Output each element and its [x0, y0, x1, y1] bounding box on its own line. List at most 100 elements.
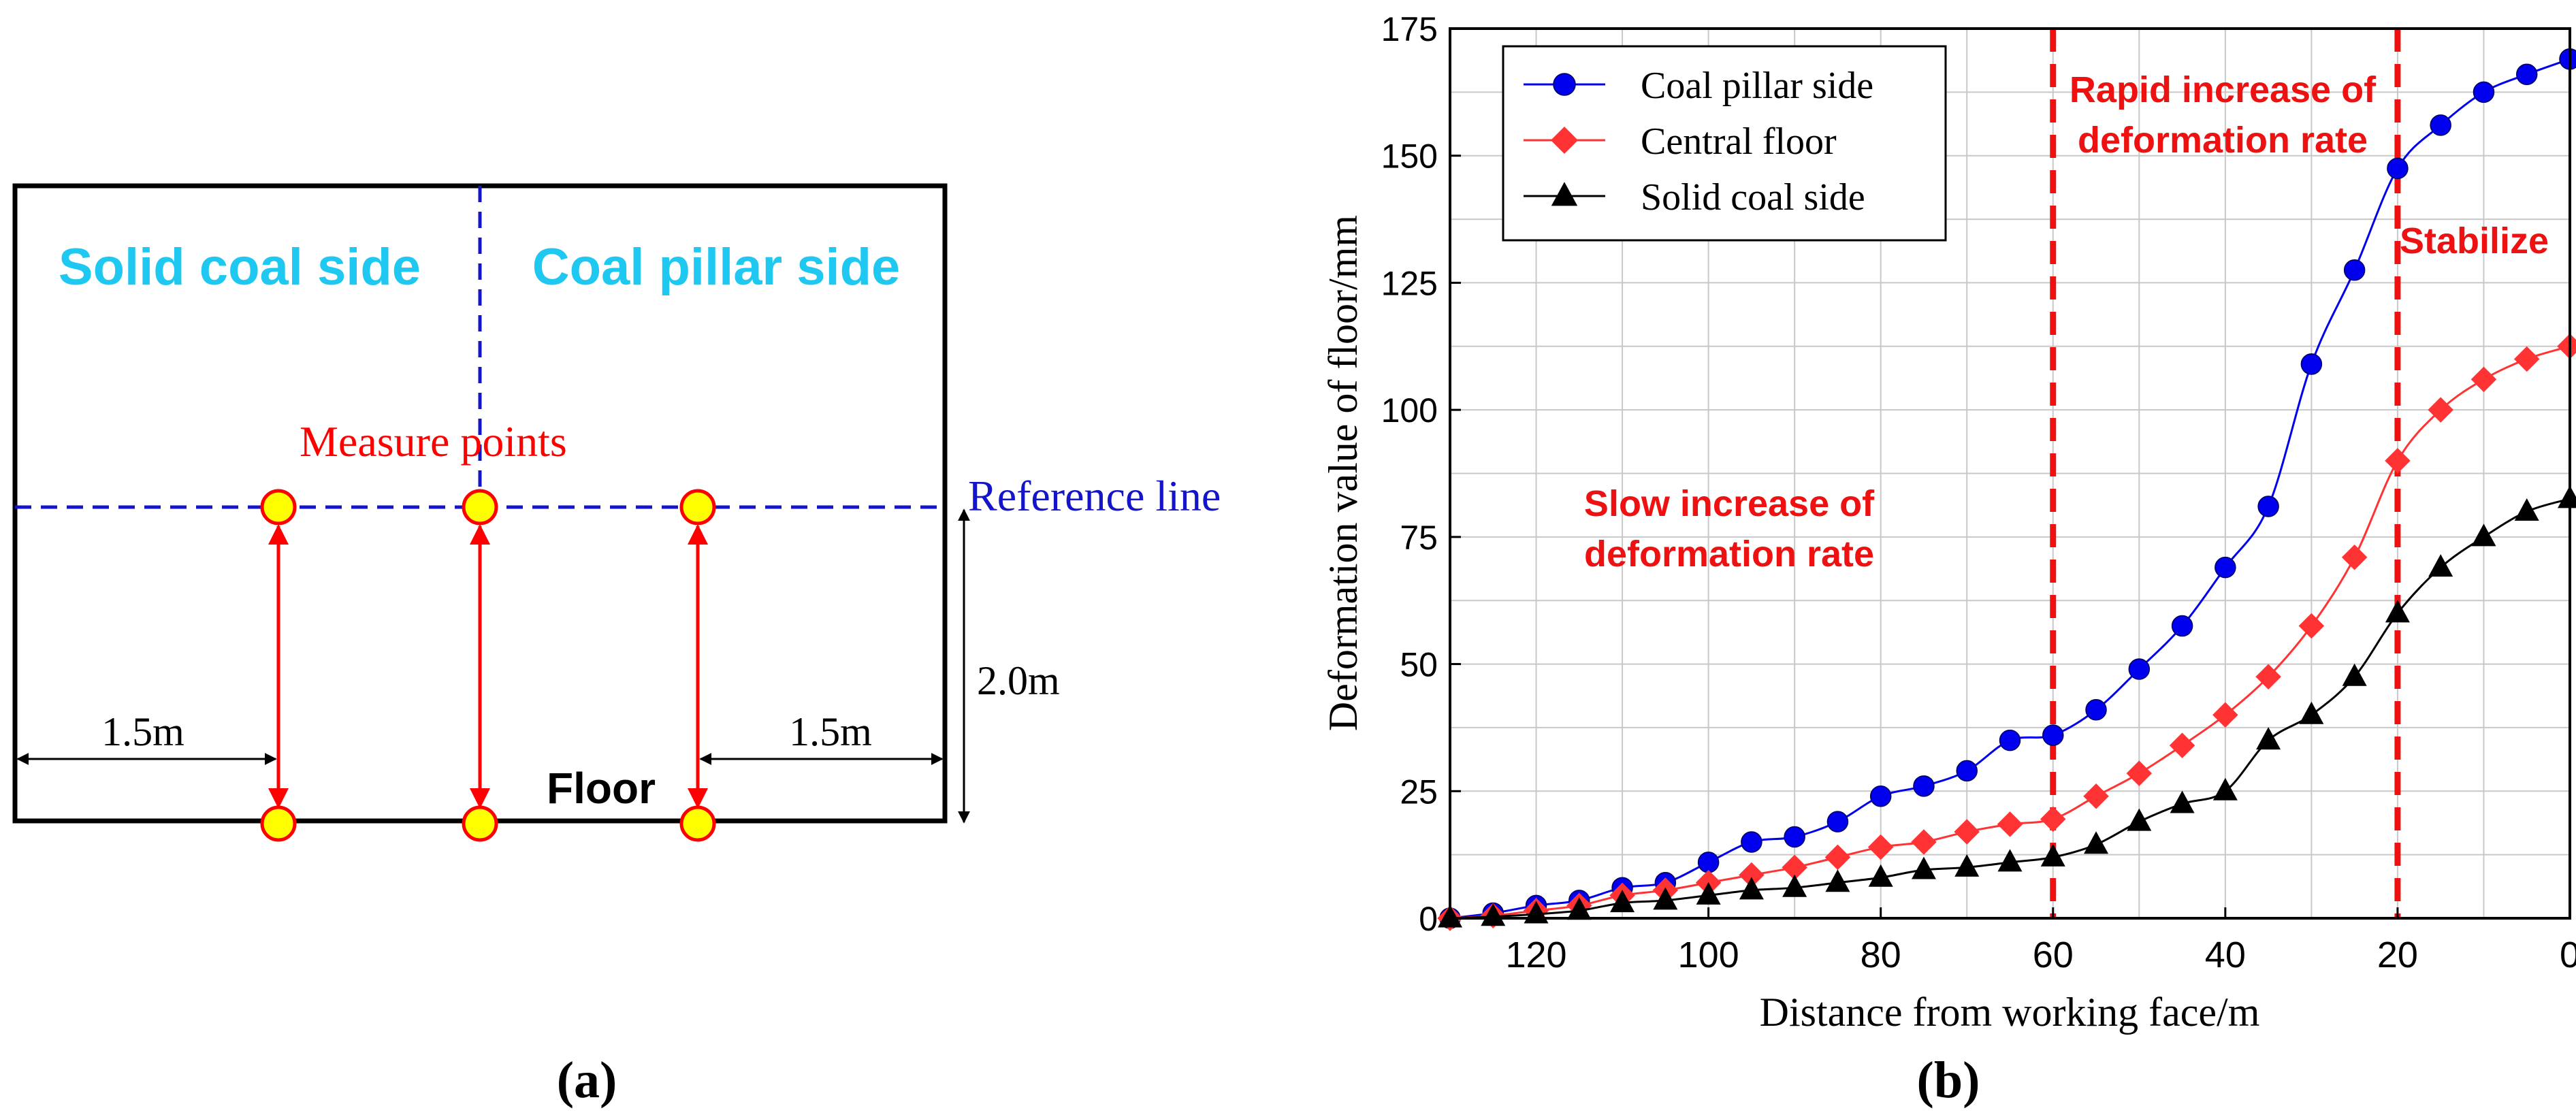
data-point-triangle [2256, 727, 2281, 750]
data-point-triangle [2040, 843, 2065, 867]
data-point-diamond [2255, 664, 2281, 690]
data-point-circle [1741, 831, 1762, 853]
data-point-diamond [2083, 783, 2109, 809]
data-point-diamond [1867, 834, 1894, 860]
data-point-triangle [2342, 663, 2367, 686]
data-point-diamond [2040, 806, 2066, 832]
data-point-circle [2085, 699, 2107, 721]
data-point-diamond [1997, 811, 2023, 837]
data-point-diamond [2557, 334, 2576, 359]
data-point-diamond [2298, 613, 2325, 639]
data-point-diamond [2385, 448, 2411, 474]
data-point-triangle [1997, 849, 2023, 872]
y-tick-label: 0 [1419, 900, 1438, 938]
deformation-chart: 120 100 80 60 40 20 0 0 25 50 75 100 125 150 175 Dista… [1321, 10, 2576, 1109]
floor-point [462, 805, 498, 842]
axis-ticks: 120 100 80 60 40 20 0 0 25 50 75 100 125 150 175 [1381, 10, 2576, 975]
panel-a-caption: (a) [557, 1052, 617, 1109]
data-point-triangle [2471, 523, 2496, 547]
data-point-circle [1784, 826, 1805, 848]
data-point-circle [2042, 724, 2064, 746]
floor-label: Floor [547, 764, 656, 813]
floor-point [679, 805, 716, 842]
x-tick-label: 120 [1505, 935, 1566, 975]
panel-a-schematic: Solid coal side Coal pillar side Measure… [12, 183, 1221, 1109]
measure-points-label: Measure points [300, 417, 567, 466]
data-point-diamond [1911, 829, 1937, 855]
y-tick-label: 175 [1381, 10, 1438, 48]
data-point-circle [2515, 63, 2538, 85]
coal-pillar-side-label: Coal pillar side [532, 238, 901, 296]
dim-height-label: 2.0m [977, 658, 1060, 703]
series-central-floor [1437, 334, 2576, 931]
data-point-triangle [2084, 831, 2109, 854]
data-point-triangle [2428, 554, 2453, 577]
data-point-circle [2171, 615, 2193, 637]
data-point-diamond [2126, 760, 2153, 786]
series-solid-coal-side [1438, 485, 2576, 928]
data-point-circle [2473, 81, 2495, 103]
data-point-circle [1869, 786, 1892, 807]
data-point-triangle [1782, 874, 1807, 897]
data-point-circle [1697, 852, 1720, 873]
data-point-triangle [2514, 498, 2539, 521]
data-point-circle [2343, 259, 2366, 281]
data-point-triangle [1954, 854, 1980, 877]
data-point-diamond [1782, 854, 1807, 881]
zone-rapid-label-2: deformation rate [2078, 120, 2368, 161]
data-point-triangle [2212, 777, 2238, 800]
y-tick-label: 25 [1400, 773, 1438, 811]
data-point-triangle [1696, 881, 1721, 905]
data-point-diamond [2212, 702, 2238, 728]
y-tick-label: 125 [1381, 264, 1438, 302]
data-point-triangle [1825, 869, 1850, 892]
data-point-triangle [1653, 887, 1678, 910]
plot-frame [1449, 27, 2571, 920]
dim-right-label: 1.5m [789, 709, 872, 754]
zone-rapid-label-1: Rapid increase of [2070, 69, 2377, 110]
data-point-circle [2430, 114, 2451, 136]
data-point-diamond [2428, 397, 2453, 423]
data-point-circle [1826, 811, 1849, 832]
reference-line-label: Reference line [968, 472, 1221, 520]
data-point-circle [2300, 353, 2323, 375]
data-point-circle [2559, 48, 2576, 70]
data-point-triangle [1610, 890, 1635, 913]
measure-point [462, 489, 498, 525]
zone-stabilize-label: Stabilize [2400, 221, 2549, 261]
data-point-triangle [1739, 877, 1764, 900]
dim-left-label: 1.5m [101, 709, 184, 754]
x-tick-label: 100 [1678, 935, 1739, 975]
data-point-circle [1956, 760, 1978, 782]
y-tick-label: 75 [1400, 519, 1438, 557]
data-point-triangle [1481, 903, 1506, 926]
data-point-triangle [2385, 600, 2410, 623]
data-point-diamond [2513, 346, 2540, 372]
data-point-triangle [1868, 864, 1893, 887]
data-point-circle [1999, 729, 2021, 751]
data-point-circle [1553, 73, 1576, 96]
x-axis-label: Distance from working face/m [1760, 990, 2260, 1035]
y-tick-label: 50 [1400, 646, 1438, 684]
data-point-triangle [2127, 808, 2152, 831]
y-axis-label: Deformation value of floor/mm [1321, 215, 1366, 731]
legend: Coal pillar side Central floor Solid coal … [1502, 45, 1947, 242]
solid-coal-side-label: Solid coal side [59, 238, 421, 296]
legend-box [1502, 45, 1947, 242]
series-layer [1437, 48, 2576, 931]
x-tick-label: 40 [2205, 935, 2246, 975]
panel-b-caption: (b) [1917, 1052, 1980, 1109]
legend-label: Central floor [1641, 120, 1837, 163]
data-point-circle [2257, 496, 2279, 517]
data-point-diamond [2470, 366, 2497, 393]
data-point-triangle [1551, 182, 1578, 206]
data-point-circle [1913, 775, 1935, 797]
measure-point [260, 489, 297, 525]
data-point-diamond [2341, 544, 2368, 570]
x-tick-label: 0 [2560, 935, 2576, 975]
x-tick-label: 80 [1861, 935, 1901, 975]
data-point-diamond [1954, 819, 1980, 845]
data-point-diamond [1824, 844, 1851, 871]
data-point-diamond [1739, 862, 1765, 888]
